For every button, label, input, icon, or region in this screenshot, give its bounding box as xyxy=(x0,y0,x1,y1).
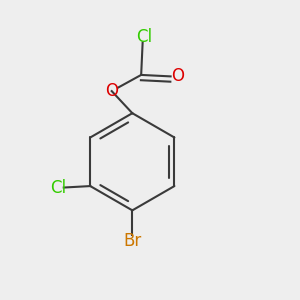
Text: O: O xyxy=(105,82,118,100)
Text: O: O xyxy=(172,68,184,85)
Text: Cl: Cl xyxy=(136,28,152,46)
Text: Cl: Cl xyxy=(50,178,66,196)
Text: Br: Br xyxy=(123,232,142,250)
